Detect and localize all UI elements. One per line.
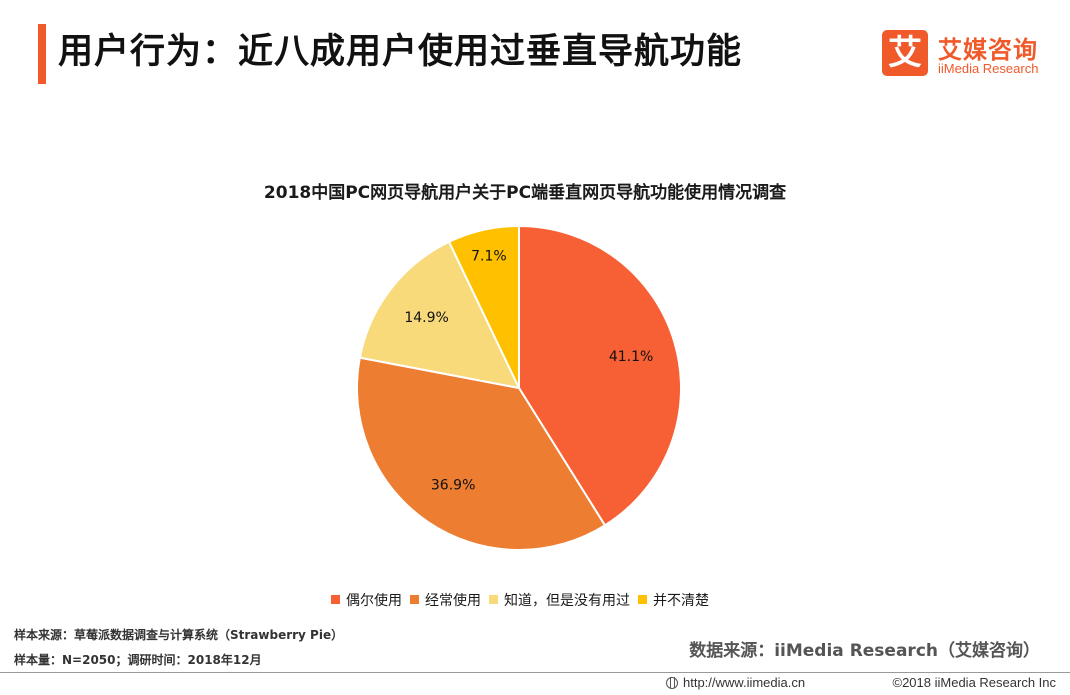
page-title: 用户行为：近八成用户使用过垂直导航功能 (58, 32, 743, 72)
chart-legend: 偶尔使用 经常使用 知道，但是没有用过 并不清楚 (0, 590, 1040, 610)
legend-swatch-3 (489, 595, 498, 604)
legend-label-3: 知道，但是没有用过 (504, 593, 630, 609)
footer-copyright: ©2018 iiMedia Research Inc (892, 675, 1057, 690)
pie-slice-1 (518, 224, 682, 527)
footer-divider (0, 672, 1070, 673)
data-source-note: 数据来源：iiMedia Research（艾媒咨询） (689, 641, 1040, 661)
logo-mark-icon: 艾 (882, 30, 928, 76)
legend-swatch-1 (331, 595, 340, 604)
legend-label-2: 经常使用 (425, 593, 481, 609)
pie-slice-2 (356, 356, 607, 551)
footer-url[interactable]: http://www.iimedia.cn (666, 675, 805, 690)
pie-data-label-3: 14.9% (404, 310, 448, 326)
legend-swatch-4 (638, 595, 647, 604)
logo-english-name: iiMedia Research (938, 61, 1039, 76)
pie-data-label-1: 41.1% (609, 349, 653, 365)
sample-source-note: 样本来源：草莓派数据调查与计算系统（Strawberry Pie） (14, 628, 344, 642)
sample-info-note: 样本量：N=2050；调研时间：2018年12月 (14, 653, 262, 667)
pie-data-label-4: 7.1% (471, 248, 507, 264)
brand-logo: 艾 艾媒咨询 iiMedia Research (882, 30, 1052, 78)
legend-item-1: 偶尔使用 (331, 590, 402, 610)
logo-mark-glyph: 艾 (888, 33, 922, 73)
legend-item-2: 经常使用 (410, 590, 481, 610)
globe-icon (666, 677, 678, 689)
title-accent-bar (38, 24, 46, 84)
legend-label-4: 并不清楚 (653, 593, 709, 609)
legend-label-1: 偶尔使用 (346, 593, 402, 609)
legend-swatch-2 (410, 595, 419, 604)
pie-slice-4 (447, 224, 520, 389)
legend-item-3: 知道，但是没有用过 (489, 590, 630, 610)
chart-title: 2018中国PC网页导航用户关于PC端垂直网页导航功能使用情况调查 (263, 183, 787, 203)
footer-url-text[interactable]: http://www.iimedia.cn (683, 675, 806, 690)
pie-data-label-2: 36.9% (431, 477, 475, 493)
pie-slice-3 (358, 240, 521, 390)
logo-chinese-name: 艾媒咨询 (938, 36, 1038, 64)
legend-item-4: 并不清楚 (638, 590, 709, 610)
